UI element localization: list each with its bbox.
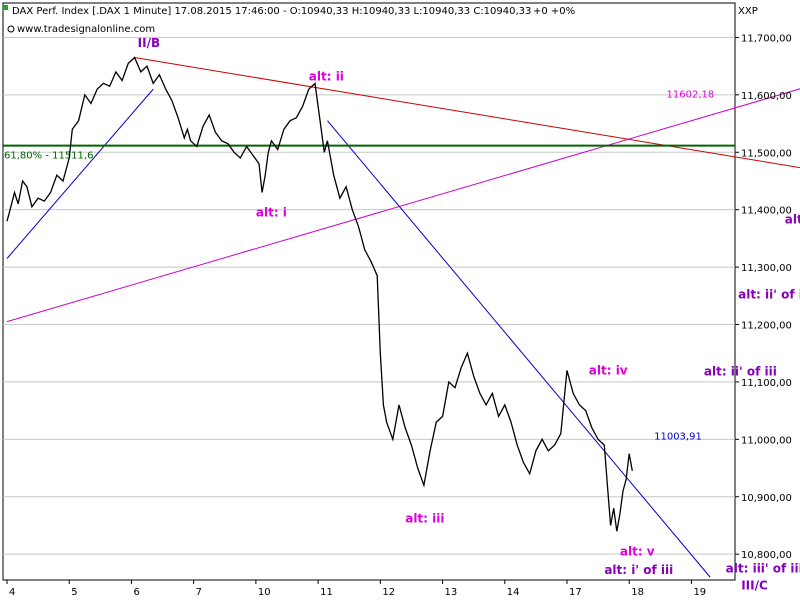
website-globe-icon [7,25,15,33]
y-tick-label: 11,700,00 [741,33,792,44]
wave-annotation: alt: i' of iii [604,563,673,577]
annotation-labels: 11602,18 11003,91 II/B alt: ii alt: i alt: ii… [138,36,800,593]
wave-annotation: alt: iv [589,363,628,377]
wave-annotation: alt: iii [405,512,444,526]
y-tick-label: 11,100,00 [741,378,792,389]
y-tick-label: 11,300,00 [741,263,792,274]
wave-annotation: alt: ii [309,69,344,83]
x-tick-label: 12 [382,587,395,598]
trendline-red [134,57,800,169]
axis-code: XXP [738,6,758,17]
trendline-blue-upper [327,120,711,578]
x-tick-label: 11 [320,587,333,598]
y-axis: 11,700,00 11,600,00 11,500,00 11,400,00 11,3… [735,33,792,561]
x-tick-label: 19 [693,587,706,598]
x-axis: 4 5 6 7 10 11 12 13 14 17 18 19 [3,579,735,598]
y-tick-label: 11,200,00 [741,321,792,332]
fib-level-label: 61,80% - 11511,6 [4,151,93,162]
x-tick-label: 14 [507,587,520,598]
wave-annotation: alt: ii' of iii [785,212,800,226]
y-tick-label: 11,500,00 [741,148,792,159]
trendline-blue-lower [6,88,154,259]
x-tick-label: 13 [445,587,458,598]
x-tick-label: 4 [9,587,15,598]
price-level-label: 11003,91 [654,431,702,442]
x-tick-label: 17 [569,587,582,598]
chart-header: DAX Perf. Index [.DAX 1 Minute] 17.08.20… [3,5,758,35]
header-website: www.tradesignalonline.com [17,24,155,35]
y-tick-label: 11,000,00 [741,435,792,446]
grid-lines [3,36,735,555]
y-tick-label: 10,800,00 [741,550,792,561]
y-tick-label: 10,900,00 [741,493,792,504]
header-change: +0 +0% [533,6,575,17]
x-tick-label: 5 [71,587,77,598]
wave-annotation: alt: v [620,544,655,558]
y-tick-label: 11,400,00 [741,206,792,217]
x-tick-label: 7 [196,587,202,598]
price-line [6,56,633,532]
wave-annotation: alt: ii' of iii [738,288,800,302]
trendline-magenta [6,88,800,323]
x-tick-label: 10 [258,587,271,598]
wave-annotation: alt: ii' of iii [704,365,777,379]
wave-annotation: III/C [741,579,768,593]
wave-annotation: alt: iii' of iii [726,562,800,576]
y-tick-label: 11,600,00 [741,91,792,102]
header-marker-icon [3,5,8,10]
wave-annotation: II/B [138,36,160,50]
trendlines: 61,80% - 11511,6 [3,57,800,578]
x-tick-label: 6 [133,587,139,598]
plot-frame [2,2,736,581]
x-tick-label: 18 [631,587,644,598]
wave-annotation: alt: i [256,206,287,220]
price-level-label: 11602,18 [667,90,715,101]
header-title: DAX Perf. Index [.DAX 1 Minute] 17.08.20… [12,6,531,17]
price-series [6,56,633,532]
